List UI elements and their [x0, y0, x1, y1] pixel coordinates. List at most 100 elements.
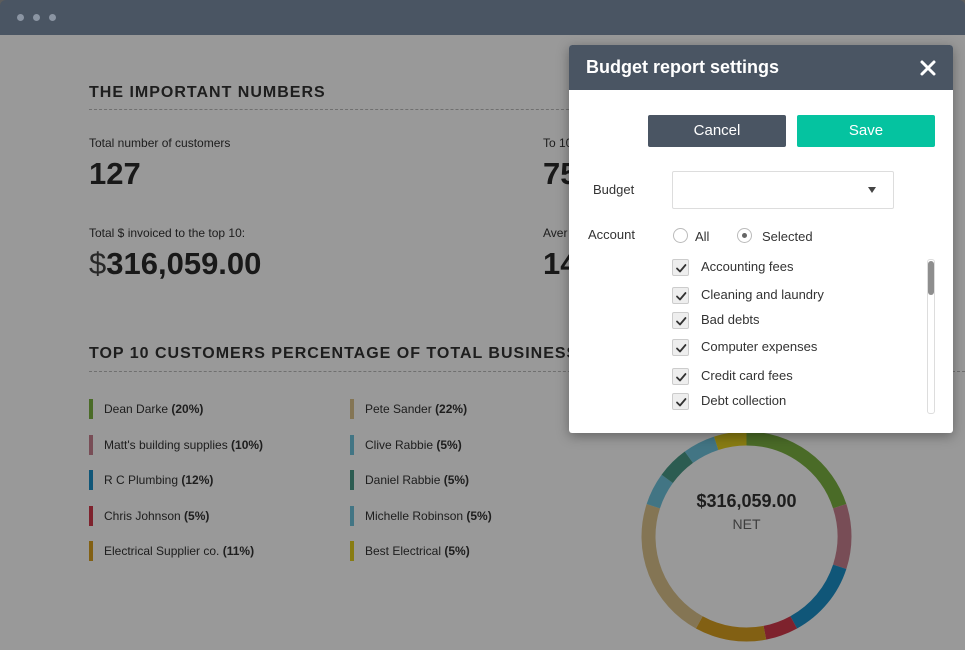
legend-percent: (20%): [171, 402, 204, 416]
invoiced-value: $316,059.00: [89, 246, 261, 282]
legend-swatch: [350, 506, 354, 526]
checkmark-icon: [676, 398, 687, 407]
chevron-down-icon: [868, 187, 876, 193]
account-label[interactable]: Bad debts: [701, 312, 760, 327]
donut-slice: [695, 616, 767, 642]
window-titlebar: [0, 0, 965, 35]
dialog-title: Budget report settings: [586, 57, 780, 77]
radio-selected-label[interactable]: Selected: [762, 229, 813, 244]
total-customers-value: 127: [89, 156, 141, 191]
donut-slice: [641, 504, 703, 629]
legend-percent: (5%): [444, 544, 470, 558]
close-icon[interactable]: [918, 58, 938, 78]
divider: [89, 109, 579, 110]
window-dot-icon[interactable]: [49, 14, 56, 21]
legend-label: Matt's building supplies (10%): [104, 438, 264, 452]
account-list-item[interactable]: Computer expenses: [669, 337, 909, 357]
radio-all-label[interactable]: All: [695, 229, 710, 244]
top10-customers-title: TOP 10 CUSTOMERS PERCENTAGE OF TOTAL BUS…: [89, 345, 579, 362]
legend-label: R C Plumbing (12%): [104, 473, 214, 487]
top10-label: To 10: [543, 136, 573, 150]
legend-swatch: [350, 435, 354, 455]
cancel-button[interactable]: Cancel: [648, 115, 786, 147]
legend-percent: (10%): [231, 438, 264, 452]
window-dot-icon[interactable]: [17, 14, 24, 21]
legend-swatch: [89, 399, 93, 419]
legend-percent: (5%): [466, 509, 492, 523]
checkbox[interactable]: [672, 287, 689, 304]
checkmark-icon: [676, 373, 687, 382]
checkbox[interactable]: [672, 339, 689, 356]
legend-swatch: [350, 541, 354, 561]
dialog-header: Budget report settings: [569, 45, 953, 90]
legend-swatch: [350, 399, 354, 419]
account-list-item[interactable]: Cleaning and laundry: [669, 285, 909, 305]
legend-swatch: [350, 470, 354, 490]
donut-chart-svg: [641, 431, 852, 642]
legend-label: Clive Rabbie (5%): [365, 438, 462, 452]
invoiced-label: Total $ invoiced to the top 10:: [89, 226, 246, 240]
legend-swatch: [89, 435, 93, 455]
currency-symbol: $: [89, 246, 107, 281]
divider: [89, 371, 965, 372]
legend-percent: (22%): [435, 402, 468, 416]
legend-swatch: [89, 470, 93, 490]
donut-slice: [746, 431, 847, 509]
checkbox[interactable]: [672, 393, 689, 410]
legend-percent: (5%): [184, 509, 210, 523]
legend-swatch: [89, 506, 93, 526]
scrollbar-thumb[interactable]: [928, 261, 934, 295]
legend-percent: (12%): [181, 473, 214, 487]
radio-all[interactable]: [673, 228, 688, 243]
account-label[interactable]: Credit card fees: [701, 368, 793, 383]
legend-percent: (5%): [443, 473, 470, 487]
total-customers-label: Total number of customers: [89, 136, 231, 150]
donut-slice: [714, 431, 747, 451]
account-list-item[interactable]: Credit card fees: [669, 366, 909, 386]
checkmark-icon: [676, 344, 687, 353]
donut-slice: [684, 436, 719, 464]
budget-select[interactable]: [672, 171, 894, 209]
account-label[interactable]: Computer expenses: [701, 339, 818, 354]
checkbox[interactable]: [672, 368, 689, 385]
important-numbers-title: THE IMPORTANT NUMBERS: [89, 84, 326, 101]
checkmark-icon: [676, 264, 687, 273]
checkmark-icon: [676, 292, 687, 301]
donut-slice: [832, 504, 852, 569]
checkbox[interactable]: [672, 259, 689, 276]
legend-label: Chris Johnson (5%): [104, 509, 210, 523]
donut-slice: [763, 616, 798, 640]
legend-label: Best Electrical (5%): [365, 544, 470, 558]
donut-slice: [646, 474, 674, 509]
legend-label: Michelle Robinson (5%): [365, 509, 492, 523]
donut-value: $316,059.00: [696, 491, 797, 511]
legend-label: Daniel Rabbie (5%): [365, 473, 470, 487]
donut-chart: $316,059.00 NET: [640, 430, 853, 643]
checkbox[interactable]: [672, 312, 689, 329]
save-button[interactable]: Save: [797, 115, 935, 147]
invoiced-amount: 316,059.00: [106, 246, 262, 281]
budget-report-settings-dialog: Budget report settings Cancel Save Budge…: [569, 45, 953, 433]
checkmark-icon: [676, 317, 687, 326]
legend-label: Electrical Supplier co. (11%): [104, 544, 255, 558]
account-label[interactable]: Accounting fees: [701, 259, 794, 274]
budget-label: Budget: [593, 182, 635, 197]
radio-selected[interactable]: [737, 228, 752, 243]
average-label: Aver: [543, 226, 568, 240]
account-list-item[interactable]: Bad debts: [669, 310, 909, 330]
window-dot-icon[interactable]: [33, 14, 40, 21]
account-list-item[interactable]: Accounting fees: [669, 257, 909, 277]
legend-label: Pete Sander (22%): [365, 402, 468, 416]
donut-label: NET: [732, 516, 761, 532]
donut-slice: [790, 564, 847, 629]
donut-slice: [661, 451, 694, 484]
account-label[interactable]: Debt collection: [701, 393, 787, 408]
account-label[interactable]: Cleaning and laundry: [701, 287, 824, 302]
account-list-item[interactable]: Debt collection: [669, 391, 909, 411]
account-label: Account: [588, 227, 635, 242]
legend-swatch: [89, 541, 93, 561]
scrollbar-track[interactable]: [927, 259, 935, 414]
legend-percent: (11%): [222, 544, 255, 558]
legend-label: Dean Darke (20%): [104, 402, 204, 416]
radio-dot-icon: [742, 233, 747, 238]
